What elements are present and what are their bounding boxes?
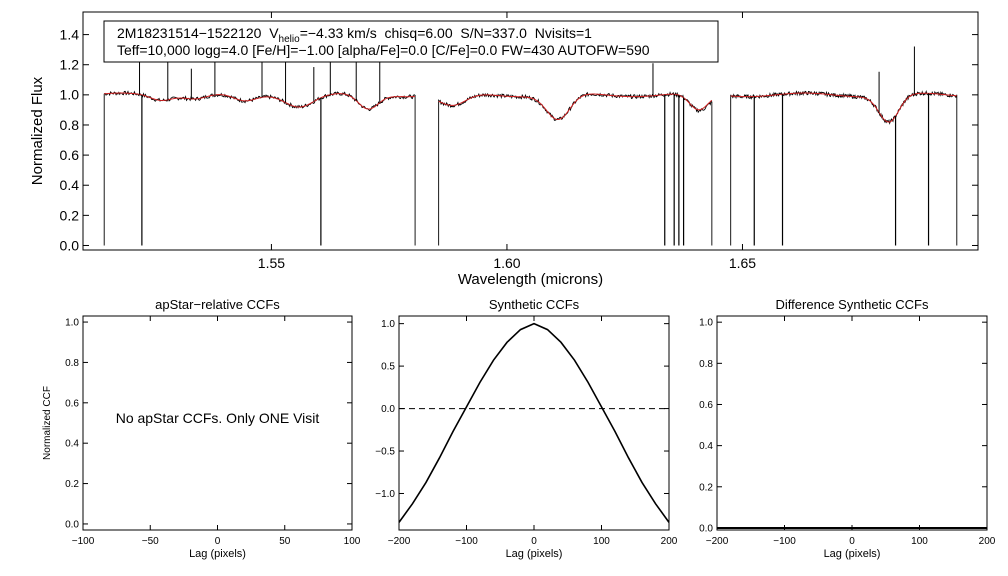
y-tick-label: 0.4 (60, 177, 80, 193)
difference-ccf-panel: −200 −100 0 100 200 0.0 0.2 0.4 0.6 0.8 1.0 Lag (pi… (699, 297, 996, 560)
y-tick-label: 1.0 (699, 318, 713, 329)
annotation-line-2: Teff=10,000 logg=4.0 [Fe/H]=−1.00 [alpha… (117, 42, 650, 58)
y-axis-label: Normalized CCF (42, 386, 53, 460)
y-tick-label: 0.0 (65, 519, 79, 530)
vhelio-subscript: helio (279, 34, 301, 45)
observed-spectrum-line (103, 90, 416, 246)
plot-frame (398, 315, 670, 531)
observed-spectrum-line (438, 91, 713, 246)
nvisits: Nvisits=1 (535, 25, 592, 41)
snr: S/N=337.0 (460, 25, 527, 41)
spacer (377, 25, 385, 41)
y-tick-label: 0.8 (65, 358, 79, 369)
x-tick-label: 0 (849, 536, 855, 547)
y-tick-label: 0.4 (699, 441, 713, 452)
spacer (453, 25, 461, 41)
chisq: chisq=6.00 (385, 25, 453, 41)
x-tick-label: −100 (72, 536, 95, 547)
y-tick-label: 0.8 (60, 117, 80, 133)
y-tick-label: 1.2 (60, 57, 80, 73)
spacer (527, 25, 535, 41)
y-tick-label: 0.0 (60, 237, 80, 253)
y-axis-label: Normalized Flux (29, 76, 46, 185)
y-tick-label: 1.0 (381, 319, 395, 330)
x-axis-label: Lag (pixels) (824, 548, 881, 560)
x-tick-label: 1.55 (258, 255, 285, 271)
x-tick-label: 100 (911, 536, 928, 547)
x-axis-label: Wavelength (microns) (458, 271, 603, 288)
model-spectrum-line (730, 92, 957, 123)
x-tick-label: −100 (773, 536, 796, 547)
model-spectrum-line (104, 92, 416, 110)
model-spectrum-line (438, 93, 713, 121)
x-tick-label: 1.65 (729, 255, 756, 271)
apstar-ccf-panel: −100 −50 0 50 100 0.0 0.2 0.4 0.6 0.8 1.0 Lag (pixe… (42, 297, 361, 560)
y-tick-label: 1.0 (65, 318, 79, 329)
y-tick-label: 0.6 (699, 400, 713, 411)
y-tick-label: −0.5 (375, 447, 395, 458)
y-tick-label: −1.0 (375, 489, 395, 500)
y-tick-label: 0.0 (699, 523, 713, 534)
x-tick-label: 100 (344, 536, 361, 547)
x-axis-label: Lag (pixels) (189, 548, 246, 560)
observed-spectrum-line (730, 90, 958, 246)
vhelio-symbol: V (269, 25, 279, 41)
y-tick-label: 0.5 (381, 362, 395, 373)
x-tick-label: −200 (388, 536, 411, 547)
x-tick-label: 200 (661, 536, 678, 547)
plot-frame (716, 315, 988, 531)
panel-title: Synthetic CCFs (489, 297, 580, 312)
panel-title: apStar−relative CCFs (155, 297, 280, 312)
y-tick-label: 0.6 (65, 398, 79, 409)
y-tick-label: 0.8 (699, 359, 713, 370)
spacer (261, 25, 269, 41)
x-tick-label: 200 (979, 536, 996, 547)
y-tick-label: 0.6 (60, 147, 80, 163)
y-tick-label: 0.2 (699, 482, 713, 493)
x-tick-label: −50 (142, 536, 159, 547)
x-tick-label: 0 (531, 536, 537, 547)
x-tick-label: −200 (706, 536, 729, 547)
x-tick-label: 50 (279, 536, 291, 547)
x-tick-label: 0 (215, 536, 221, 547)
y-tick-label: 0.2 (65, 479, 79, 490)
y-tick-label: 0.2 (60, 207, 80, 223)
y-tick-label: 0.0 (381, 404, 395, 415)
x-tick-label: 100 (593, 536, 610, 547)
annotation-line-1: 2M18231514−1522120 Vhelio=−4.33 km/s chi… (117, 25, 592, 45)
x-tick-label: 1.60 (493, 255, 520, 271)
no-ccf-message: No apStar CCFs. Only ONE Visit (116, 410, 320, 426)
synthetic-ccf-line (398, 322, 670, 523)
y-tick-label: 1.4 (60, 26, 80, 42)
y-tick-label: 1.0 (60, 87, 80, 103)
synthetic-ccf-panel: −200 −100 0 100 200 −1.0 −0.5 0.0 0.5 1.0 Lag (pix… (375, 297, 678, 560)
x-axis-label: Lag (pixels) (506, 548, 563, 560)
vhelio-value: =−4.33 km/s (300, 25, 377, 41)
x-tick-label: −100 (455, 536, 478, 547)
spectrum-panel: 1.55 1.60 1.65 0.0 0.2 0.4 0.6 0.8 1.0 1.2 1.4 Wave… (29, 11, 979, 288)
star-id: 2M18231514−1522120 (117, 25, 262, 41)
y-tick-label: 0.4 (65, 439, 79, 450)
plot-frame (82, 11, 979, 251)
panel-title: Difference Synthetic CCFs (776, 297, 929, 312)
annotation-box (103, 20, 719, 63)
